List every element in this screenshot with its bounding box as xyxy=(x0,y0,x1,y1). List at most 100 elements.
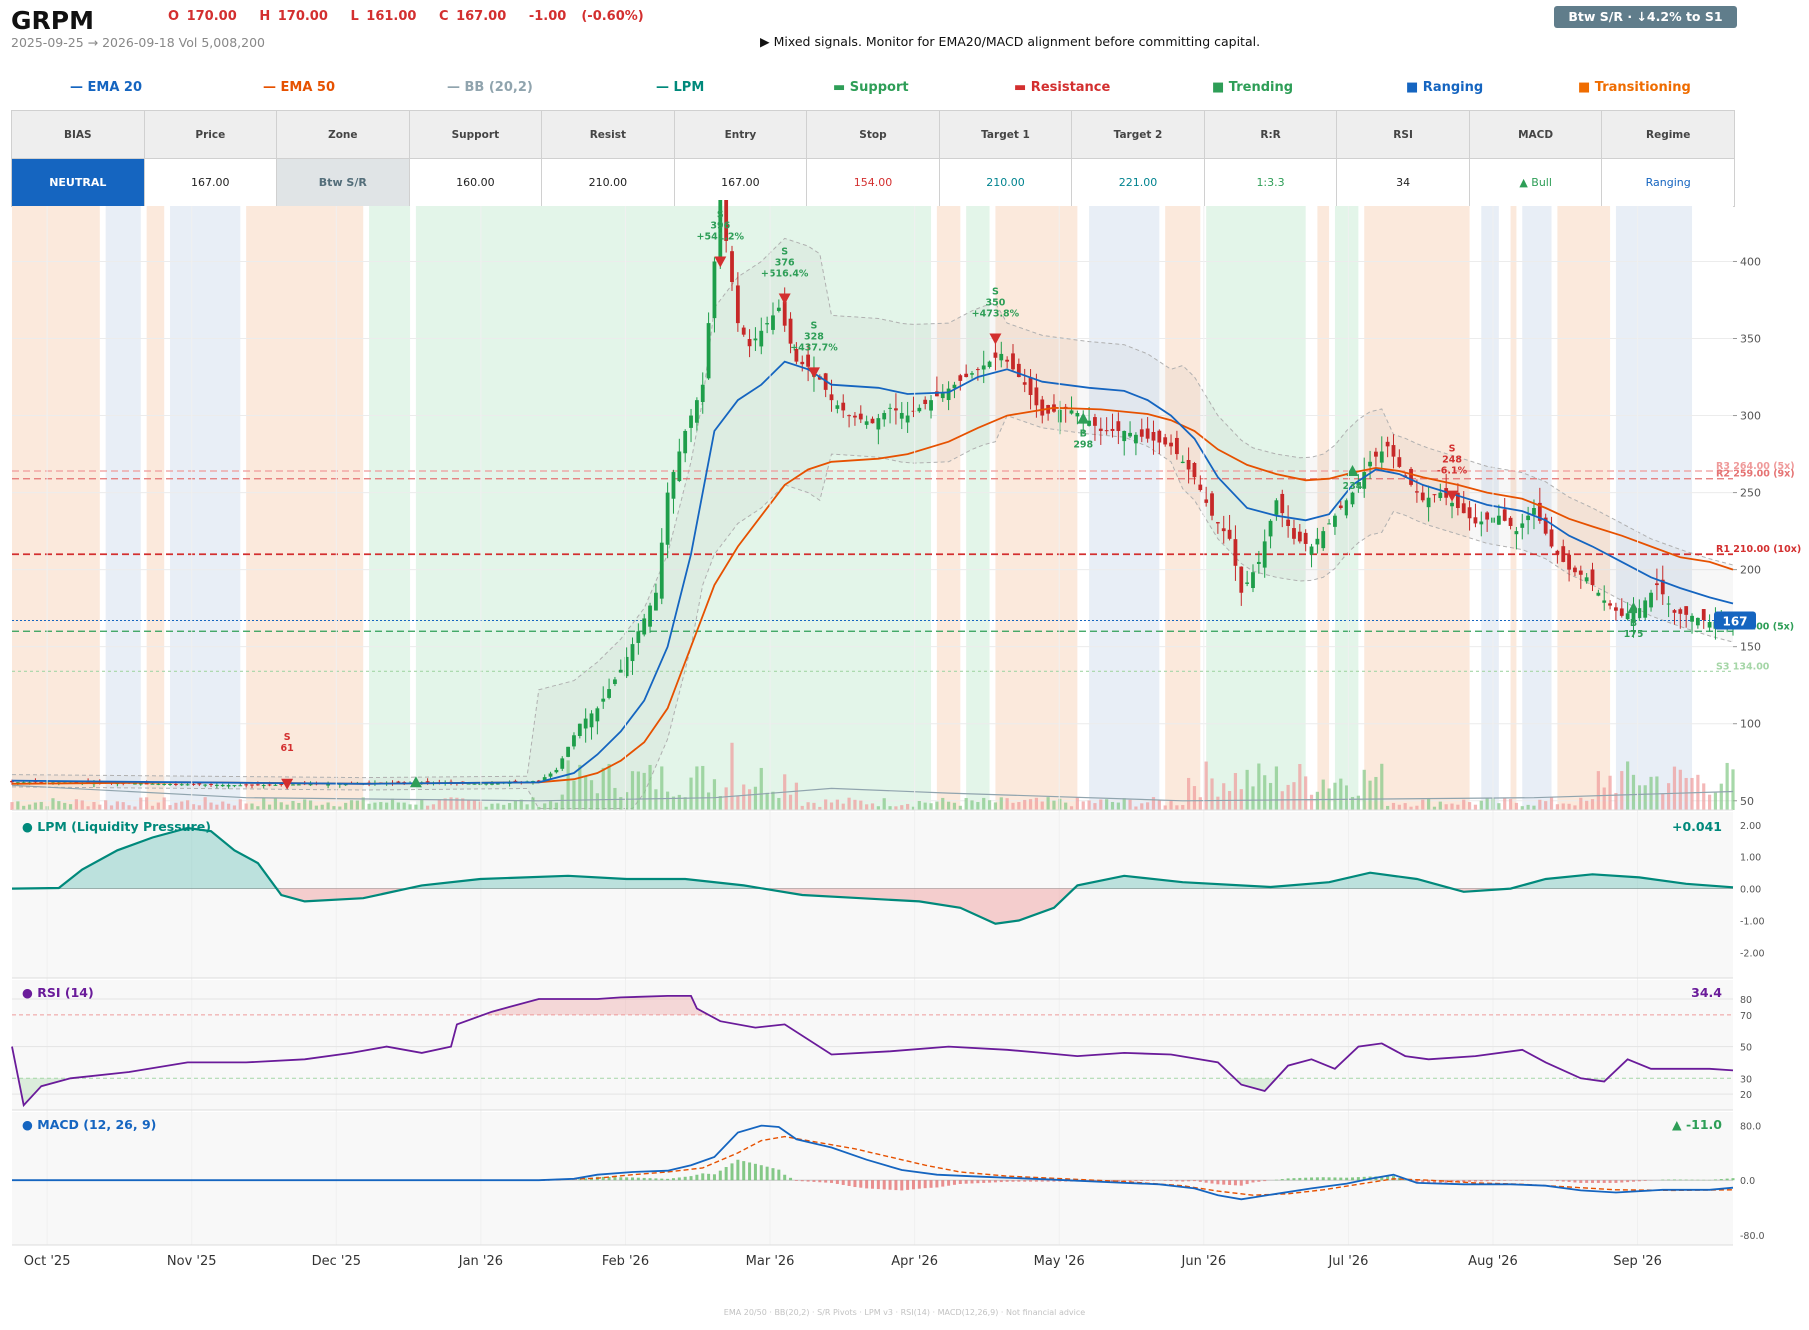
rr-cell: 1:3.3 xyxy=(1203,158,1338,207)
volume-bar xyxy=(472,800,477,810)
candle-body xyxy=(191,783,196,785)
volume-bar xyxy=(484,806,488,810)
candle-body xyxy=(232,785,237,787)
volume-bar xyxy=(1356,795,1360,810)
volume-bar xyxy=(689,777,693,810)
volume-bar xyxy=(543,803,547,810)
volume-bar xyxy=(1140,803,1144,810)
candle-body xyxy=(490,783,494,785)
volume-bar xyxy=(1631,774,1636,810)
volume-bar xyxy=(876,806,880,810)
candle-body xyxy=(1479,521,1484,525)
candle-body xyxy=(934,391,939,397)
macd-histogram-bar xyxy=(1415,1180,1419,1184)
volume-bar xyxy=(806,802,810,810)
macd-histogram-bar xyxy=(941,1180,945,1187)
candle-body xyxy=(1344,500,1349,516)
macd-histogram-bar xyxy=(736,1159,740,1181)
candle-body xyxy=(138,783,143,785)
candle-body xyxy=(741,327,746,335)
volume-bar xyxy=(1702,783,1706,810)
candle-body xyxy=(894,408,898,411)
macd-histogram-bar xyxy=(1468,1180,1472,1182)
volume-bar xyxy=(701,765,705,810)
macd-histogram-bar xyxy=(970,1180,974,1184)
volume-bar xyxy=(1286,784,1290,810)
candle-body xyxy=(753,338,758,341)
candle-body xyxy=(1186,459,1191,470)
candle-body xyxy=(964,373,969,378)
volume-bar xyxy=(22,805,26,810)
candle-body xyxy=(1215,522,1220,524)
candle-body xyxy=(841,402,846,411)
volume-bar xyxy=(303,799,307,810)
volume-bar xyxy=(490,803,494,810)
ticker-symbol: GRPM xyxy=(11,6,94,35)
volume-bar xyxy=(1333,782,1337,810)
volume-bar xyxy=(197,805,201,810)
volume-bar xyxy=(1690,777,1694,810)
candle-body xyxy=(1022,382,1027,385)
candle-body xyxy=(747,339,752,347)
macd-histogram-bar xyxy=(1591,1180,1595,1183)
candle-body xyxy=(560,758,565,769)
macd-histogram-bar xyxy=(830,1180,834,1183)
candle-body xyxy=(1057,409,1062,423)
macd-tick-label-2: -80.0 xyxy=(1740,1231,1765,1242)
volume-bar xyxy=(162,797,166,810)
regime-band-0 xyxy=(12,206,100,810)
macd-histogram-bar xyxy=(935,1180,939,1188)
candle-body xyxy=(1420,492,1425,501)
candle-body xyxy=(554,769,559,773)
candle-body xyxy=(1526,515,1531,521)
volume-bar xyxy=(794,782,799,810)
rsi-cell: 34 xyxy=(1336,158,1470,207)
volume-bar xyxy=(566,760,570,810)
candle-body xyxy=(1292,528,1296,539)
macd-histogram-bar xyxy=(1444,1180,1448,1183)
candle-body xyxy=(261,785,266,787)
th-bias: BIAS xyxy=(11,110,145,159)
signal-label: 396 xyxy=(710,220,730,231)
macd-histogram-bar xyxy=(859,1180,863,1188)
volume-bar xyxy=(1374,776,1378,810)
macd-histogram-bar xyxy=(1128,1180,1132,1182)
macd-histogram-bar xyxy=(1163,1180,1167,1181)
candle-body xyxy=(870,418,875,424)
signal-label: S xyxy=(717,209,724,220)
candle-body xyxy=(1262,541,1267,568)
volume-bar xyxy=(109,805,114,810)
lpm-tick-label-2: 0.00 xyxy=(1740,885,1761,896)
macd-histogram-bar xyxy=(1614,1180,1618,1183)
volume-bar xyxy=(1210,778,1214,810)
volume-bar xyxy=(437,799,441,810)
macd-histogram-bar xyxy=(1684,1179,1688,1181)
volume-bar xyxy=(1456,804,1460,810)
volume-bar xyxy=(1602,787,1606,810)
candle-body xyxy=(1584,577,1589,582)
volume-bar xyxy=(168,805,172,810)
price-chart[interactable]: 50 100 150 200 250 300 350 400 R3 264.00 (5x)R2 … xyxy=(0,200,1809,1280)
candle-body xyxy=(220,784,225,787)
candle-body xyxy=(1169,442,1173,447)
candle-body xyxy=(226,785,231,787)
candle-body xyxy=(1338,505,1343,508)
volume-bar xyxy=(355,800,359,810)
volume-bar xyxy=(671,796,676,810)
signal-label: B xyxy=(1630,618,1637,629)
volume-bar xyxy=(1467,802,1472,810)
volume-bar xyxy=(929,803,933,810)
volume-bar xyxy=(888,806,892,810)
macd-histogram-bar xyxy=(765,1166,769,1181)
volume-bar xyxy=(1069,806,1074,810)
macd-histogram-bar xyxy=(1432,1180,1436,1184)
volume-bar xyxy=(285,804,289,810)
candle-body xyxy=(1614,607,1618,611)
macd-histogram-bar xyxy=(748,1162,752,1181)
lpm-last-value: +0.041 xyxy=(1672,819,1722,834)
volume-bar xyxy=(373,802,377,810)
macd-histogram-bar xyxy=(783,1174,787,1181)
signal-marker-s xyxy=(714,256,727,268)
macd-histogram-bar xyxy=(1345,1177,1349,1181)
volume-bar xyxy=(1485,798,1489,810)
